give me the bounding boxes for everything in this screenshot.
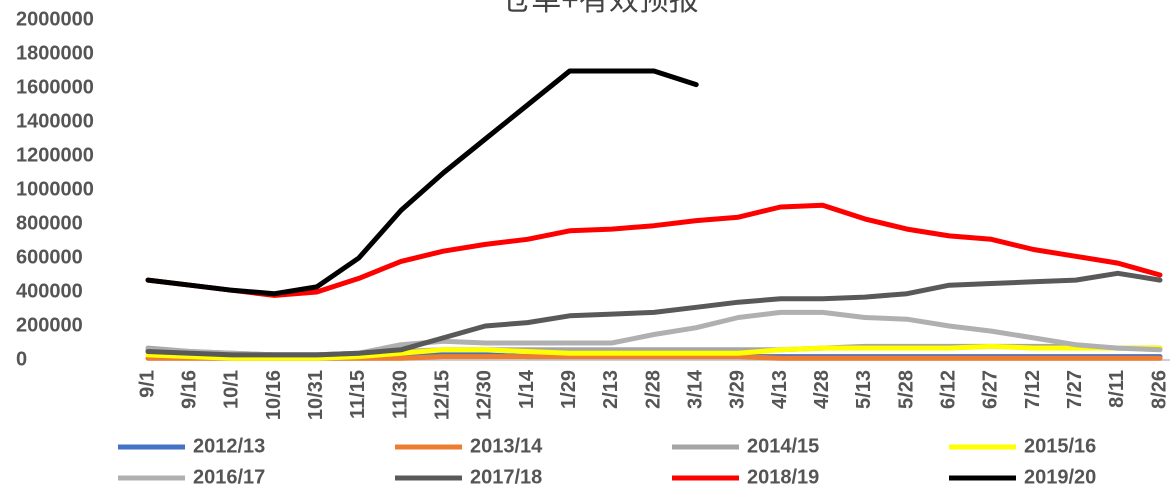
x-tick-label: 10/16: [263, 370, 285, 420]
y-tick-label: 200000: [16, 314, 83, 336]
x-tick-label: 5/13: [853, 370, 875, 409]
y-tick-label: 1000000: [16, 178, 94, 200]
y-tick-label: 600000: [16, 246, 83, 268]
y-tick-label: 1200000: [16, 144, 94, 166]
x-tick-label: 1/14: [516, 369, 538, 409]
x-tick-label: 11/15: [347, 370, 369, 419]
x-tick-label: 2/13: [600, 370, 622, 409]
x-tick-label: 6/12: [937, 370, 959, 409]
x-tick-label: 7/27: [1064, 370, 1086, 409]
y-tick-label: 1600000: [16, 76, 94, 98]
x-tick-label: 9/1: [136, 370, 158, 398]
y-tick-label: 2000000: [16, 8, 94, 30]
legend-label: 2018/19: [747, 466, 819, 488]
x-tick-label: 3/29: [727, 370, 749, 409]
x-tick-label: 4/28: [811, 370, 833, 409]
legend-label: 2012/13: [193, 435, 265, 457]
y-tick-label: 400000: [16, 280, 83, 302]
x-tick-label: 10/1: [221, 370, 243, 409]
legend-label: 2015/16: [1024, 435, 1096, 457]
x-tick-label: 5/28: [895, 370, 917, 409]
x-tick-label: 11/30: [389, 370, 411, 419]
x-tick-label: 10/31: [305, 370, 327, 420]
chart-title: 仓单+有效预报: [501, 0, 699, 17]
x-tick-label: 12/30: [474, 370, 496, 420]
series-line: [145, 202, 1163, 298]
x-tick-label: 2/28: [642, 370, 664, 409]
x-tick-label: 4/13: [769, 370, 791, 409]
y-tick-label: 1400000: [16, 110, 94, 132]
series-line: [145, 270, 1163, 358]
x-tick-label: 3/14: [684, 369, 706, 409]
y-tick-label: 800000: [16, 212, 83, 234]
x-tick-label: 6/27: [980, 370, 1002, 409]
x-tick-label: 9/16: [178, 370, 200, 409]
series-line: [145, 343, 1163, 361]
legend-label: 2016/17: [193, 466, 265, 488]
series-line: [145, 68, 699, 297]
x-tick-label: 8/26: [1148, 370, 1170, 409]
y-tick-label: 1800000: [16, 42, 94, 64]
legend-label: 2014/15: [747, 435, 819, 457]
legend-label: 2017/18: [470, 466, 542, 488]
y-tick-label: 0: [16, 348, 27, 370]
x-tick-label: 1/29: [558, 370, 580, 409]
x-tick-label: 8/11: [1106, 370, 1128, 408]
x-tick-label: 7/12: [1022, 370, 1044, 409]
legend-label: 2019/20: [1024, 466, 1096, 488]
legend-label: 2013/14: [470, 435, 543, 457]
x-tick-label: 12/15: [431, 370, 453, 420]
